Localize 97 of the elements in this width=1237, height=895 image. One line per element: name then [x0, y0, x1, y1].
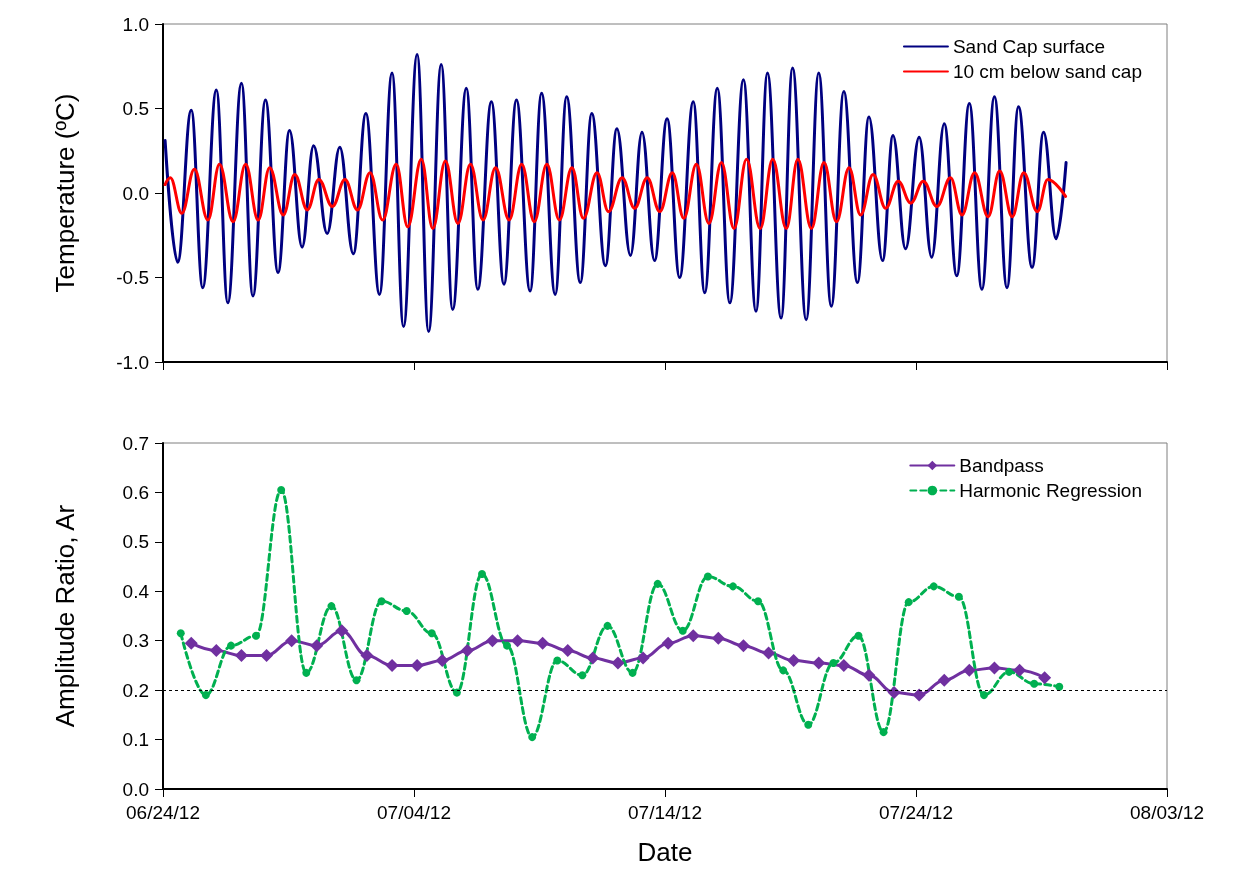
point — [1038, 671, 1052, 685]
point — [435, 653, 449, 667]
point — [653, 579, 662, 588]
point — [779, 666, 788, 675]
point — [385, 658, 399, 672]
x-axis-title: Date — [637, 837, 693, 867]
point — [678, 626, 687, 635]
point — [754, 597, 763, 606]
y-tick-label: 0.5 — [122, 531, 149, 553]
point — [360, 649, 374, 663]
point — [812, 656, 826, 670]
point — [1013, 663, 1027, 677]
y-tick-label: 0.0 — [122, 778, 149, 800]
point — [511, 634, 525, 648]
y-axis-title: Temperature (ºC) — [50, 93, 80, 293]
point — [578, 671, 587, 680]
point — [402, 607, 411, 616]
point — [837, 658, 851, 672]
point — [787, 653, 801, 667]
point — [310, 639, 324, 653]
y-tick-label: 0.2 — [122, 679, 149, 701]
point — [234, 649, 248, 663]
point — [611, 656, 625, 670]
point — [503, 641, 512, 650]
point — [912, 688, 926, 702]
point — [260, 649, 274, 663]
point — [929, 582, 938, 591]
legend-label: Sand Cap surface — [952, 36, 1106, 57]
point — [410, 658, 424, 672]
point — [285, 634, 299, 648]
point — [628, 668, 637, 677]
point — [862, 668, 876, 682]
point — [979, 691, 988, 700]
legend-label: 10 cm below sand cap — [952, 61, 1143, 82]
point — [887, 686, 901, 700]
point — [477, 569, 486, 578]
point — [352, 676, 361, 685]
point — [937, 673, 951, 687]
point — [962, 663, 976, 677]
point — [829, 658, 838, 667]
point — [377, 597, 386, 606]
line-series — [163, 157, 1068, 230]
y-tick-label: 0.0 — [122, 182, 149, 204]
point — [603, 621, 612, 630]
y-tick-label: 0.7 — [122, 432, 149, 454]
point — [1005, 667, 1014, 676]
y-tick-label: 0.1 — [122, 729, 149, 751]
point — [485, 634, 499, 648]
point — [201, 691, 210, 700]
point — [184, 636, 198, 650]
x-tick-label: 07/14/12 — [628, 802, 702, 823]
point — [728, 582, 737, 591]
point — [636, 651, 650, 665]
x-tick-label: 07/04/12 — [377, 802, 451, 823]
y-tick-label: 0.5 — [122, 98, 149, 119]
point — [176, 629, 185, 638]
point — [686, 629, 700, 643]
point — [553, 656, 562, 665]
point — [561, 644, 575, 658]
legend-label: Harmonic Regression — [959, 480, 1143, 501]
x-tick-label: 08/03/12 — [1130, 802, 1204, 823]
point — [854, 631, 863, 640]
point — [711, 631, 725, 645]
y-tick-label: 0.4 — [122, 580, 150, 602]
x-tick-label: 06/24/12 — [126, 802, 200, 823]
point — [427, 629, 436, 638]
point — [460, 644, 474, 658]
x-tick-label: 07/24/12 — [879, 802, 953, 823]
y-tick-label: 0.6 — [122, 481, 149, 503]
point — [804, 720, 813, 729]
y-tick-label: -0.5 — [116, 267, 149, 288]
point — [335, 624, 349, 638]
y-tick-label: 0.3 — [122, 630, 149, 652]
point — [954, 592, 963, 601]
point — [661, 636, 675, 650]
point — [277, 485, 286, 494]
point — [703, 572, 712, 581]
y-tick-label: 1.0 — [122, 13, 149, 35]
y-axis-title: Amplitude Ratio, Ar — [50, 504, 80, 728]
point — [1055, 682, 1064, 691]
point — [586, 651, 600, 665]
point — [762, 646, 776, 660]
point — [302, 668, 311, 677]
point — [987, 661, 1001, 675]
point — [1030, 679, 1039, 688]
point — [536, 636, 550, 650]
point — [252, 631, 261, 640]
point — [226, 641, 235, 650]
point — [904, 598, 913, 607]
point — [452, 688, 461, 697]
point — [879, 728, 888, 737]
point — [327, 602, 336, 611]
point — [528, 733, 537, 742]
point — [736, 639, 750, 653]
legend-label: Bandpass — [959, 455, 1044, 476]
point — [209, 644, 223, 658]
y-tick-label: -1.0 — [116, 351, 149, 373]
